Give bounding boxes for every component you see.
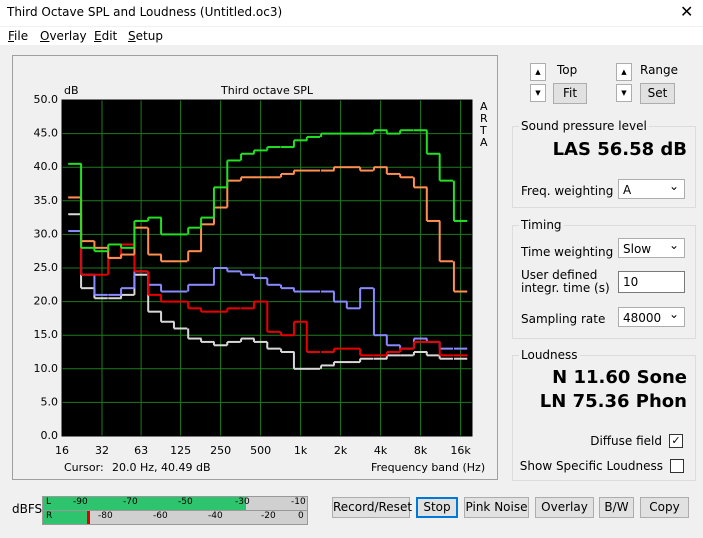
- y-tick-label: 20.0: [34, 295, 59, 308]
- x-tick-label: 1k: [294, 444, 308, 457]
- range-label: Range: [640, 63, 679, 77]
- loudness-n: N 11.60 Sone: [552, 367, 687, 388]
- x-tick-label: 16: [55, 444, 69, 457]
- timing-group: Timing Time weighting Slow User defined …: [512, 218, 696, 339]
- scale-label: -40: [208, 511, 223, 521]
- x-tick-label: 32: [95, 444, 109, 457]
- integration-label: integr. time (s): [521, 281, 610, 295]
- y-axis-label: dB: [64, 84, 79, 97]
- menu-item[interactable]: Edit: [94, 29, 118, 43]
- spl-group: Sound pressure level LAS 56.58 dB Freq. …: [512, 119, 696, 208]
- scale-label: 0: [298, 511, 304, 521]
- y-tick-label: 10.0: [34, 362, 59, 375]
- scale-label: -30: [235, 497, 250, 507]
- plot-border: [61, 99, 473, 437]
- meter-fill: [43, 497, 246, 510]
- overlay-button[interactable]: Overlay: [535, 497, 594, 518]
- integration-input[interactable]: 10: [618, 271, 685, 293]
- x-tick-label: 125: [170, 444, 191, 457]
- weighting-select[interactable]: A: [618, 176, 685, 199]
- diffuse-label: Diffuse field: [590, 434, 662, 448]
- time-weighting-select[interactable]: Slow: [618, 235, 685, 258]
- pink-noise-button[interactable]: Pink Noise: [464, 497, 529, 518]
- scale-label: -20: [261, 511, 276, 521]
- time-weighting-label: Time weighting: [521, 245, 614, 259]
- top-label: Top: [557, 63, 578, 77]
- integration-label: User defined: [521, 268, 598, 282]
- weighting-label: Freq. weighting: [521, 184, 614, 198]
- meter-peak: [87, 511, 90, 524]
- title-bar: [0, 0, 703, 26]
- chart-title: Third octave SPL: [220, 84, 314, 97]
- specific-checkbox[interactable]: [670, 459, 684, 473]
- y-tick-label: 35.0: [34, 194, 59, 207]
- copy-button[interactable]: Copy: [640, 497, 689, 518]
- x-tick-label: 8k: [414, 444, 428, 457]
- menu-item[interactable]: Overlay: [40, 29, 87, 43]
- y-tick-label: 40.0: [34, 160, 59, 173]
- meter-label: dBFS: [12, 502, 43, 516]
- range-down[interactable]: ▼: [616, 84, 632, 102]
- y-tick-label: 0.0: [41, 429, 59, 442]
- loudness-ln: LN 75.36 Phon: [539, 391, 687, 412]
- loudness-group: Loudness N 11.60 Sone LN 75.36 Phon Diff…: [512, 348, 696, 481]
- y-tick-label: 30.0: [34, 227, 59, 240]
- scale-label: -70: [123, 497, 138, 507]
- meter-right: R -80 -60 -40 -20 0: [42, 510, 308, 525]
- x-tick-label: 2k: [334, 444, 348, 457]
- group-title: Sound pressure level: [519, 119, 649, 133]
- y-tick-label: 5.0: [41, 395, 59, 408]
- record-button[interactable]: Record/Reset: [332, 497, 412, 518]
- y-tick-label: 45.0: [34, 127, 59, 140]
- diffuse-checkbox[interactable]: ✓: [669, 434, 683, 448]
- bw-button[interactable]: B/W: [599, 497, 634, 518]
- window-title: Third Octave SPL and Loudness (Untitled.…: [7, 5, 283, 19]
- cursor-value: 20.0 Hz, 40.49 dB: [112, 461, 211, 474]
- x-tick-label: 250: [210, 444, 231, 457]
- rate-select[interactable]: 48000: [618, 304, 685, 327]
- stop-button[interactable]: Stop: [416, 497, 458, 518]
- scale-label: -50: [178, 497, 193, 507]
- meter-fill: [43, 511, 87, 524]
- specific-label: Show Specific Loudness: [519, 459, 663, 473]
- y-tick-label: 50.0: [34, 93, 59, 106]
- meter-left: L -90 -70 -50 -30 -10: [42, 496, 308, 511]
- group-title: Timing: [519, 218, 564, 232]
- channel-label: R: [46, 511, 53, 521]
- logo: ARTA: [480, 100, 488, 149]
- chart: Third octave SPL dB Frequency band (Hz) …: [34, 84, 486, 474]
- x-tick-label: 16k: [450, 444, 471, 457]
- scale-label: -10: [291, 497, 306, 507]
- group-title: Loudness: [519, 348, 580, 362]
- fit-button[interactable]: Fit: [553, 83, 587, 104]
- menu-item[interactable]: Setup: [128, 29, 163, 43]
- menu-bar: File Overlay Edit Setup: [0, 27, 703, 45]
- scale-label: -90: [73, 497, 88, 507]
- set-button[interactable]: Set: [640, 83, 675, 104]
- y-tick-label: 25.0: [34, 261, 59, 274]
- menu-item[interactable]: File: [8, 29, 29, 43]
- cursor-label: Cursor:: [64, 461, 104, 474]
- x-tick-label: 500: [250, 444, 271, 457]
- close-button[interactable]: ✕: [680, 2, 694, 21]
- range-up[interactable]: ▲: [616, 63, 632, 81]
- rate-label: Sampling rate: [521, 312, 606, 326]
- spl-reading: LAS 56.58 dB: [552, 139, 687, 160]
- x-tick-label: 4k: [374, 444, 388, 457]
- y-tick-label: 15.0: [34, 328, 59, 341]
- top-down[interactable]: ▼: [530, 84, 546, 102]
- channel-label: L: [46, 497, 52, 507]
- top-up[interactable]: ▲: [530, 63, 546, 81]
- x-tick-label: 63: [134, 444, 148, 457]
- scale-label: -80: [98, 511, 113, 521]
- scale-label: -60: [153, 511, 168, 521]
- x-axis-label: Frequency band (Hz): [371, 461, 485, 474]
